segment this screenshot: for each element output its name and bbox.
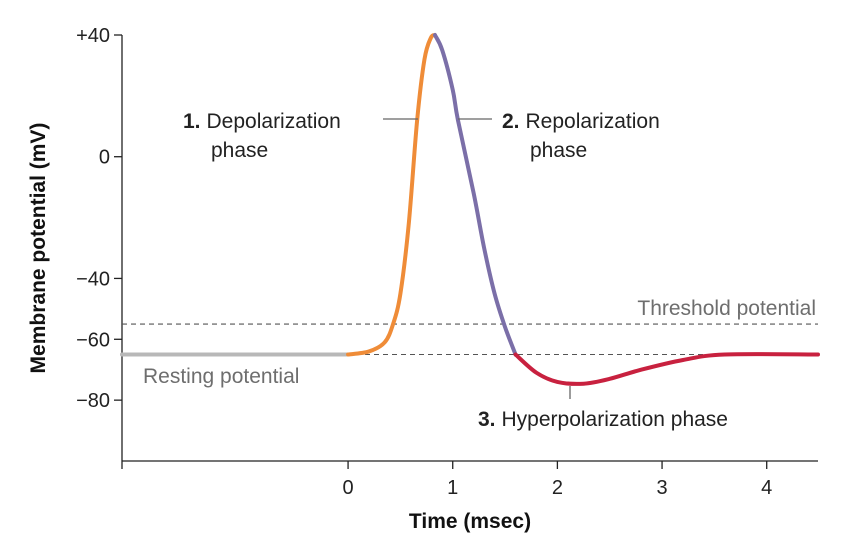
x-tick-label: 1 [447, 477, 458, 499]
annotation-number: 1. [183, 110, 201, 133]
y-tick-label: −60 [76, 329, 110, 351]
depolarization-curve [346, 33, 437, 357]
resting-label: Resting potential [143, 365, 299, 388]
y-tick-label: +40 [76, 25, 110, 47]
x-tick-label: 4 [761, 477, 772, 499]
svg-text:1.Depolarization: 1. Depolarization [183, 110, 341, 133]
annotation-repolarization: 2. Repolarization phase [458, 110, 660, 162]
svg-text:3.Hyperpolarization phase: 3. Hyperpolarization phase [478, 408, 728, 431]
annotation-number: 3. [478, 408, 496, 431]
annotation-text: phase [530, 139, 587, 162]
svg-text:2.Repolarization: 2. Repolarization [502, 110, 660, 133]
annotation-depolarization: 1. Depolarization phase [183, 110, 418, 162]
y-tick-label: 0 [99, 147, 110, 169]
threshold-label: Threshold potential [637, 297, 816, 320]
y-tick-label: −80 [76, 390, 110, 412]
annotation-text: phase [211, 139, 268, 162]
y-tick-label: −40 [76, 268, 110, 290]
hyperpolarization-curve [513, 352, 820, 386]
y-axis-label: Membrane potential (mV) [27, 123, 50, 374]
annotation-hyperpolarization: 3. Hyperpolarization phase [478, 386, 728, 431]
x-tick-label: 2 [552, 477, 563, 499]
annotation-text: Hyperpolarization phase [502, 408, 728, 431]
annotation-text: Repolarization [526, 110, 660, 133]
annotation-text: Depolarization [207, 110, 341, 133]
x-tick-label: 0 [343, 477, 354, 499]
x-axis-label: Time (msec) [409, 510, 531, 533]
annotation-number: 2. [502, 110, 520, 133]
x-tick-label: 3 [656, 477, 667, 499]
repolarization-curve [432, 33, 518, 357]
